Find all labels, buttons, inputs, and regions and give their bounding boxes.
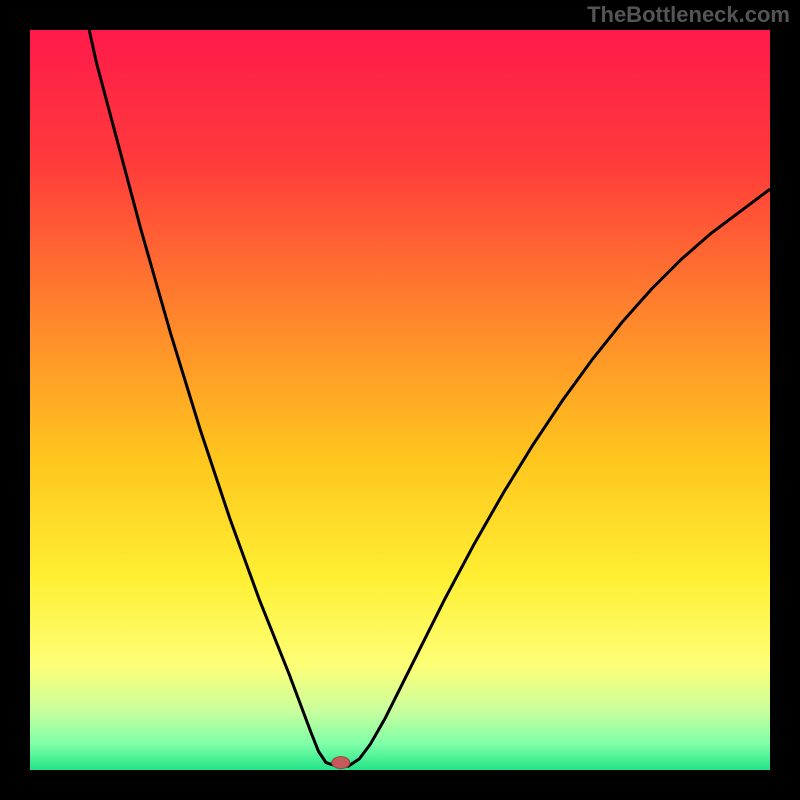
chart-container: TheBottleneck.com [0,0,800,800]
plot-area [30,30,770,770]
bottleneck-chart [0,0,800,800]
optimal-marker [332,757,350,769]
watermark-text: TheBottleneck.com [587,2,790,28]
